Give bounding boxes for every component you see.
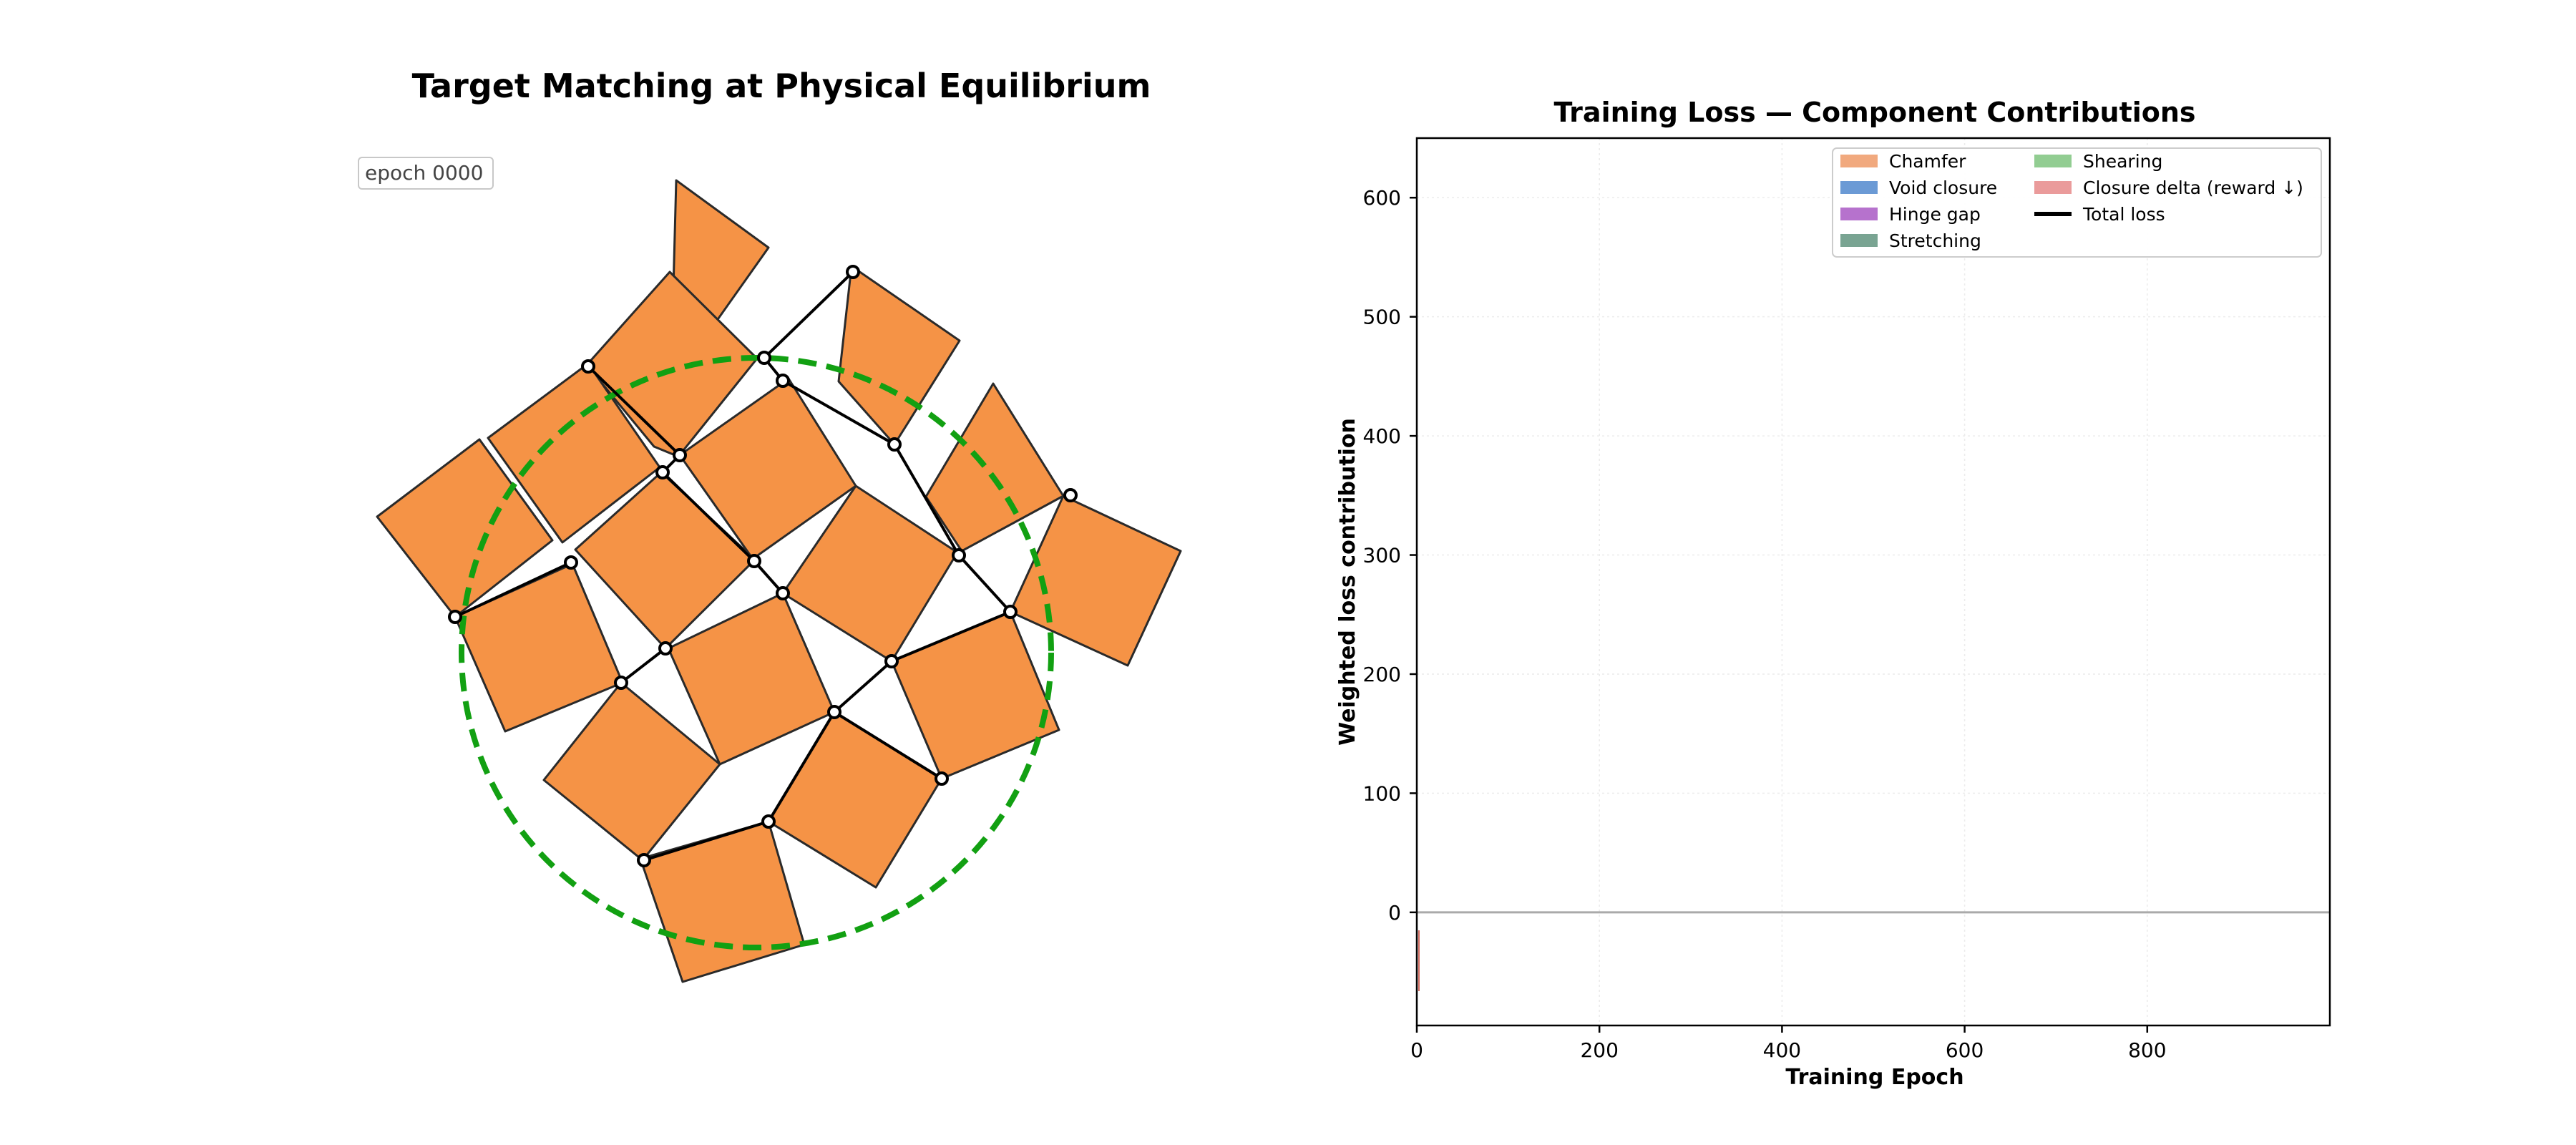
legend-swatch <box>1840 155 1878 167</box>
y-tick-label: 400 <box>1363 424 1401 448</box>
hinge-strut <box>763 271 854 359</box>
hinge-node <box>884 654 899 668</box>
y-tick-label: 600 <box>1363 186 1401 210</box>
hinge-node <box>846 265 860 279</box>
legend-items: Chamfer Void closure Hinge gap Stretching Sh… <box>1840 151 2303 251</box>
legend-swatch <box>2034 181 2072 194</box>
hinge-node <box>655 465 670 479</box>
hinge-link-layer <box>454 271 1012 862</box>
hinge-strut <box>767 711 836 823</box>
hinge-strut <box>833 660 893 713</box>
legend-swatch <box>2034 155 2072 167</box>
hinge-node <box>673 448 687 462</box>
x-tick-label: 800 <box>2128 1038 2166 1062</box>
x-tick-label: 0 <box>1410 1038 1423 1062</box>
hinge-node <box>757 351 771 365</box>
x-tick-label: 200 <box>1580 1038 1618 1062</box>
legend-swatch <box>1840 181 1878 194</box>
hinge-node <box>448 610 462 624</box>
x-tick-label: 400 <box>1763 1038 1801 1062</box>
target-circle <box>459 355 1054 950</box>
legend-label: Total loss <box>2082 204 2165 225</box>
legend-label: Shearing <box>2083 151 2162 172</box>
kirigami-tile <box>1009 494 1182 667</box>
y-tick-label: 200 <box>1363 663 1401 686</box>
epoch-box: epoch 0000 <box>358 157 494 190</box>
hinge-strut <box>782 379 895 446</box>
legend-swatch <box>1840 208 1878 220</box>
hinge-node <box>952 548 966 562</box>
chart-title: Training Loss — Component Contributions <box>1553 97 2195 128</box>
hinge-strut <box>620 647 667 684</box>
legend-label: Void closure <box>1889 177 1997 198</box>
hinge-node <box>614 676 628 690</box>
hinge-strut <box>643 820 769 862</box>
y-tick-label: 500 <box>1363 306 1401 329</box>
hinge-strut <box>753 560 784 595</box>
hinge-node <box>581 359 595 374</box>
hinge-strut <box>661 471 756 562</box>
hinge-strut <box>893 443 960 557</box>
legend: Chamfer Void closure Hinge gap Stretching Sh… <box>1832 147 2322 258</box>
y-axis-ticks: 0 100 200 300 400 500 600 <box>1363 186 1417 925</box>
legend-label: Chamfer <box>1889 151 1966 172</box>
hinge-node <box>935 771 949 786</box>
hinge-node <box>658 641 673 656</box>
epoch-label: epoch 0000 <box>365 161 483 185</box>
y-tick-label: 300 <box>1363 544 1401 567</box>
hinge-node <box>776 586 790 600</box>
y-tick-label: 0 <box>1388 901 1401 925</box>
legend-label: Stretching <box>1889 230 1981 251</box>
hinge-strut <box>891 610 1011 663</box>
hinge-strut <box>587 365 681 457</box>
hinge-layer <box>448 265 1078 867</box>
equilibrium-panel: Target Matching at Physical Equilibrium … <box>358 67 1182 983</box>
panel-title: Target Matching at Physical Equilibrium <box>412 67 1151 105</box>
hinge-node <box>776 374 790 388</box>
y-tick-label: 100 <box>1363 781 1401 805</box>
epoch-box-frame <box>358 157 494 190</box>
hinge-node <box>1003 605 1018 619</box>
x-tick-label: 600 <box>1946 1038 1984 1062</box>
hinge-strut <box>957 554 1012 613</box>
tile-layer <box>376 179 1182 983</box>
legend-frame <box>1832 147 2322 258</box>
hinge-node <box>827 705 841 719</box>
hinge-node <box>747 554 761 568</box>
legend-label: Closure delta (reward ↓) <box>2083 177 2303 198</box>
loss-chart: Training Loss — Component Contributions … <box>1335 97 2331 1090</box>
y-axis-label: Weighted loss contribution <box>1335 418 1360 746</box>
kirigami-tile <box>376 438 554 618</box>
hinge-node <box>887 437 902 452</box>
hinge-node <box>564 555 578 570</box>
plot-frame <box>1415 137 2331 1027</box>
kirigami-tile <box>585 271 758 458</box>
legend-label: Hinge gap <box>1889 204 1981 225</box>
hinge-node <box>637 853 651 867</box>
hinge-strut <box>833 711 943 780</box>
x-axis-ticks: 0 200 400 600 800 <box>1410 1025 2167 1062</box>
plot-area <box>1417 138 2330 1025</box>
hinge-strut <box>454 561 572 618</box>
hinge-node <box>1063 488 1078 502</box>
x-axis-label: Training Epoch <box>1785 1065 1963 1090</box>
hinge-node <box>761 814 776 829</box>
legend-swatch <box>1840 234 1878 247</box>
